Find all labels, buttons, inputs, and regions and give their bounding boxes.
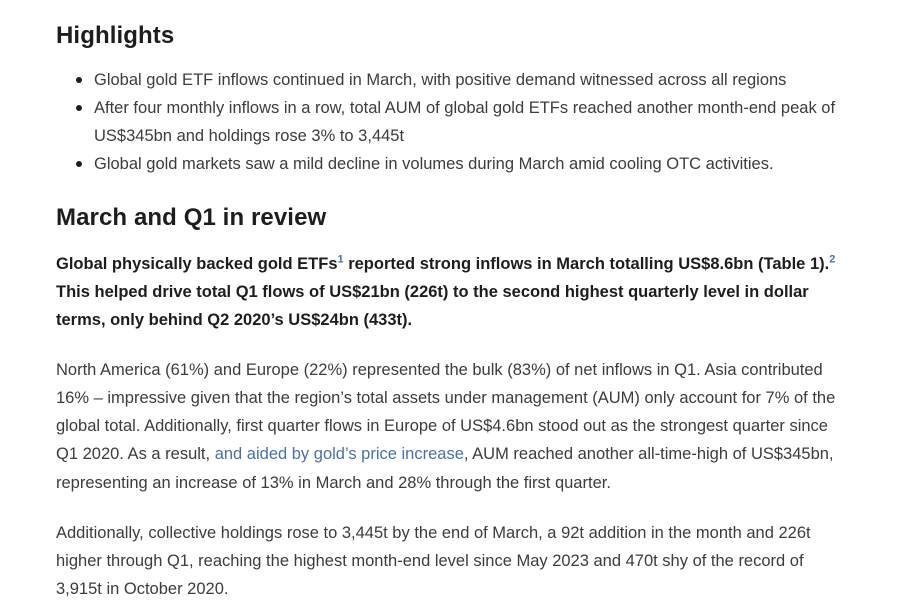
highlights-list: Global gold ETF inflows continued in Mar… (76, 66, 850, 178)
gold-price-increase-link[interactable]: and aided by gold’s price increase (214, 445, 464, 464)
footnote-2-link[interactable]: 2 (829, 253, 836, 266)
footnote-2: 2 (829, 254, 835, 266)
holdings-paragraph: Additionally, collective holdings rose t… (56, 523, 811, 598)
review-heading: March and Q1 in review (56, 204, 327, 232)
lead-text-3: This helped drive total Q1 flows of US$2… (56, 283, 809, 330)
highlight-item: After four monthly inflows in a row, tot… (76, 94, 850, 150)
footnote-1: 1 (338, 254, 344, 266)
lead-text-2: reported strong inflows in March totalli… (343, 255, 830, 274)
lead-text-1: Global physically backed gold ETFs (56, 255, 338, 274)
lead-paragraph: Global physically backed gold ETFs1 repo… (56, 250, 848, 334)
highlight-item: Global gold markets saw a mild decline i… (76, 150, 850, 178)
q1-text-2: , AUM reached another all-time-high of U… (56, 445, 834, 492)
q1-text-1: North America (61%) and Europe (22%) rep… (56, 361, 836, 464)
q1-flows-paragraph: North America (61%) and Europe (22%) rep… (56, 356, 848, 496)
highlight-item: Global gold ETF inflows continued in Mar… (76, 66, 850, 94)
highlights-heading: Highlights (56, 22, 175, 49)
footnote-1-link[interactable]: 1 (337, 253, 344, 266)
